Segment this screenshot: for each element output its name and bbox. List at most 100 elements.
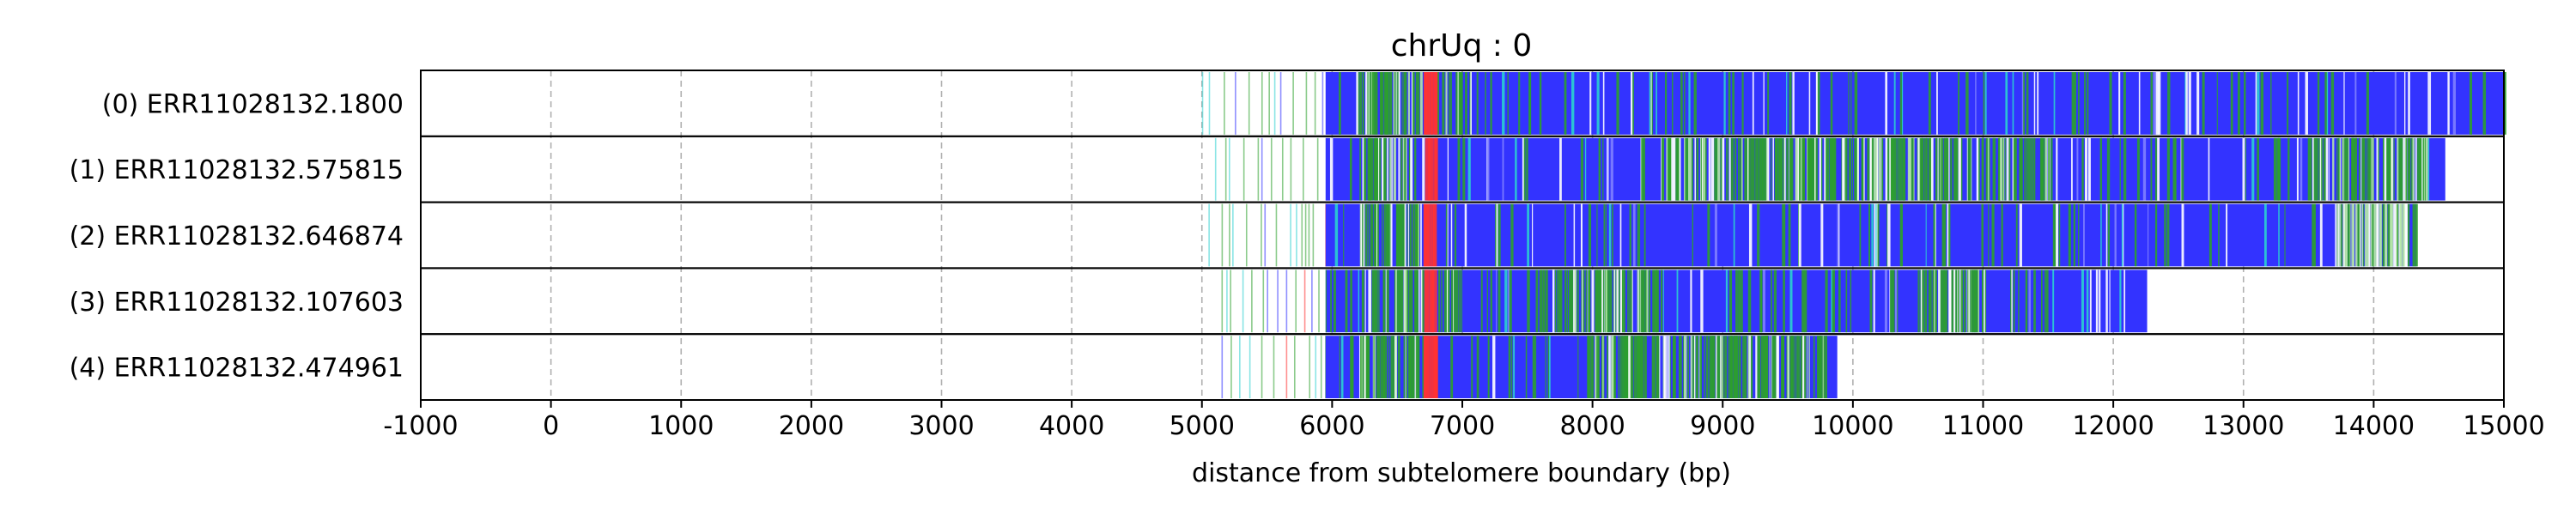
feature-stripe: [1341, 336, 1344, 398]
feature-stripe: [1856, 137, 1859, 201]
feature-stripe: [2086, 270, 2089, 333]
feature-stripe: [1559, 137, 1562, 201]
feature-stripe: [2382, 137, 2385, 201]
feature-stripe: [1668, 137, 1671, 201]
feature-stripe: [1510, 336, 1513, 398]
feature-stripe: [1560, 270, 1563, 333]
feature-stripe: [2338, 137, 2341, 201]
scatter-mark: [1285, 336, 1288, 398]
feature-stripe: [1969, 137, 1971, 201]
feature-stripe: [1399, 270, 1401, 333]
feature-stripe: [1766, 336, 1769, 398]
feature-stripe: [1830, 72, 1833, 135]
feature-stripe: [2308, 137, 2312, 201]
feature-stripe: [1642, 270, 1644, 333]
feature-stripe: [1577, 270, 1579, 333]
feature-stripe: [2099, 270, 2101, 333]
feature-stripe: [1364, 137, 1367, 201]
feature-stripe: [1424, 336, 1426, 398]
feature-stripe: [2352, 137, 2354, 201]
feature-stripe: [1622, 270, 1625, 333]
feature-stripe: [1374, 336, 1376, 398]
feature-stripe: [1612, 336, 1615, 398]
feature-stripe: [1393, 137, 1396, 201]
feature-stripe: [1361, 270, 1364, 333]
feature-stripe: [1445, 203, 1448, 267]
feature-stripe: [2429, 72, 2432, 135]
feature-stripe: [1398, 137, 1400, 201]
feature-stripe: [1609, 270, 1613, 333]
feature-stripe: [1788, 203, 1791, 267]
feature-stripe: [1360, 203, 1363, 267]
feature-stripe: [1459, 270, 1461, 333]
feature-stripe: [1404, 72, 1407, 135]
feature-stripe: [2010, 270, 2013, 333]
feature-stripe: [2114, 203, 2117, 267]
feature-stripe: [1920, 270, 1923, 333]
feature-stripe: [2277, 137, 2281, 201]
feature-stripe: [1602, 336, 1604, 398]
feature-stripe: [1848, 72, 1850, 135]
feature-stripe: [1394, 72, 1396, 135]
feature-stripe: [1601, 270, 1604, 333]
feature-stripe: [1820, 336, 1824, 398]
feature-stripe: [1415, 72, 1419, 135]
feature-stripe: [1712, 336, 1714, 398]
read-tracks: [1201, 72, 2506, 398]
scatter-mark: [1257, 137, 1260, 201]
feature-stripe: [1397, 336, 1400, 398]
feature-stripe: [1789, 72, 1792, 135]
feature-stripe: [2121, 203, 2123, 267]
feature-stripe: [2305, 72, 2308, 135]
feature-stripe: [1602, 72, 1605, 135]
feature-stripe: [1630, 336, 1632, 398]
feature-stripe: [1583, 270, 1585, 333]
feature-stripe: [1676, 137, 1680, 201]
feature-stripe: [1718, 336, 1722, 398]
feature-stripe: [1621, 336, 1625, 398]
feature-stripe: [1510, 203, 1514, 267]
feature-stripe: [1515, 137, 1517, 201]
feature-stripe: [1965, 72, 1969, 135]
x-tick-label-16: 15000: [2463, 411, 2544, 441]
feature-stripe: [1430, 137, 1432, 201]
feature-stripe: [1435, 72, 1437, 135]
feature-stripe: [2376, 137, 2379, 201]
feature-stripe: [1643, 336, 1647, 398]
feature-stripe: [1592, 336, 1594, 398]
feature-stripe: [1759, 137, 1761, 201]
feature-stripe: [1427, 137, 1431, 201]
feature-stripe: [1376, 203, 1378, 267]
feature-stripe: [2119, 270, 2122, 333]
x-tick-label-7: 6000: [1299, 411, 1364, 441]
feature-stripe: [1570, 270, 1572, 333]
feature-stripe: [1728, 72, 1731, 135]
feature-stripe: [1614, 336, 1616, 398]
feature-stripe: [1975, 270, 1978, 333]
feature-stripe: [1608, 203, 1612, 267]
feature-stripe: [1786, 72, 1788, 135]
read-label-1: (1) ERR11028132.575815: [70, 155, 404, 185]
scatter-mark: [1229, 137, 1230, 201]
feature-stripe: [1732, 72, 1735, 135]
feature-stripe: [2424, 137, 2426, 201]
feature-stripe: [2164, 203, 2166, 267]
feature-stripe: [2312, 203, 2315, 267]
feature-stripe: [1981, 270, 1984, 333]
feature-stripe: [2208, 203, 2212, 267]
feature-stripe: [2284, 203, 2286, 267]
feature-stripe: [1401, 203, 1405, 267]
scatter-mark: [1261, 137, 1263, 201]
feature-stripe: [2354, 137, 2357, 201]
feature-stripe: [1675, 137, 1679, 201]
feature-stripe: [2359, 203, 2361, 267]
feature-stripe: [2018, 270, 2020, 333]
feature-stripe: [1823, 336, 1826, 398]
feature-stripe: [1558, 270, 1560, 333]
feature-stripe: [1368, 72, 1370, 135]
feature-stripe: [1781, 137, 1783, 201]
feature-stripe: [2181, 137, 2184, 201]
feature-stripe: [1917, 270, 1919, 333]
feature-stripe: [1522, 137, 1525, 201]
feature-stripe: [1376, 336, 1379, 398]
